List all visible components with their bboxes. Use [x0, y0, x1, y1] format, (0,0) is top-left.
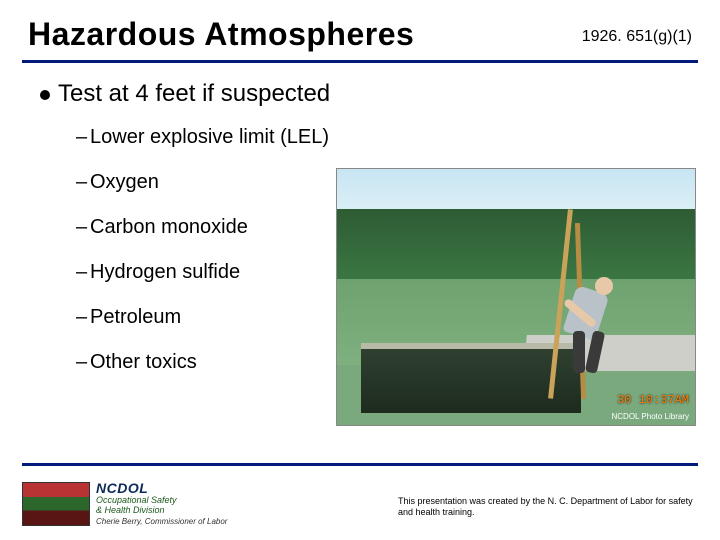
photo-pit — [361, 343, 581, 413]
level1-bullet: Test at 4 feet if suspected — [40, 80, 692, 108]
logo-brand: NCDOL — [96, 481, 227, 496]
level2-text: Oxygen — [90, 171, 159, 193]
level2-bullet: –Lower explosive limit (LEL) — [76, 126, 692, 149]
level1-text: Test at 4 feet if suspected — [58, 80, 330, 108]
disc-bullet-icon — [40, 90, 50, 100]
regulation-reference: 1926. 651(g)(1) — [582, 28, 692, 46]
logo-text: NCDOL Occupational Safety & Health Divis… — [96, 481, 227, 527]
slide: Hazardous Atmospheres 1926. 651(g)(1) Te… — [0, 0, 720, 540]
level2-text: Carbon monoxide — [90, 216, 248, 238]
ncdol-logo: NCDOL Occupational Safety & Health Divis… — [22, 478, 232, 530]
header-divider — [22, 60, 698, 63]
level2-text: Hydrogen sulfide — [90, 261, 240, 283]
photo: 30 10:37AM NCDOL Photo Library — [336, 168, 696, 426]
photo-timestamp: 30 10:37AM — [617, 393, 689, 407]
photo-credit: NCDOL Photo Library — [611, 412, 689, 421]
level2-text: Lower explosive limit (LEL) — [90, 126, 329, 148]
photo-trees — [337, 209, 695, 289]
disclaimer-text: This presentation was created by the N. … — [398, 496, 698, 519]
logo-sub2: & Health Division — [96, 506, 227, 516]
logo-badge-icon — [22, 482, 90, 526]
level2-text: Petroleum — [90, 306, 181, 328]
footer-divider — [22, 463, 698, 466]
level2-text: Other toxics — [90, 351, 197, 373]
commissioner-line: Cherie Berry, Commissioner of Labor — [96, 518, 227, 527]
footer: NCDOL Occupational Safety & Health Divis… — [22, 472, 698, 530]
photo-worker — [555, 259, 625, 379]
